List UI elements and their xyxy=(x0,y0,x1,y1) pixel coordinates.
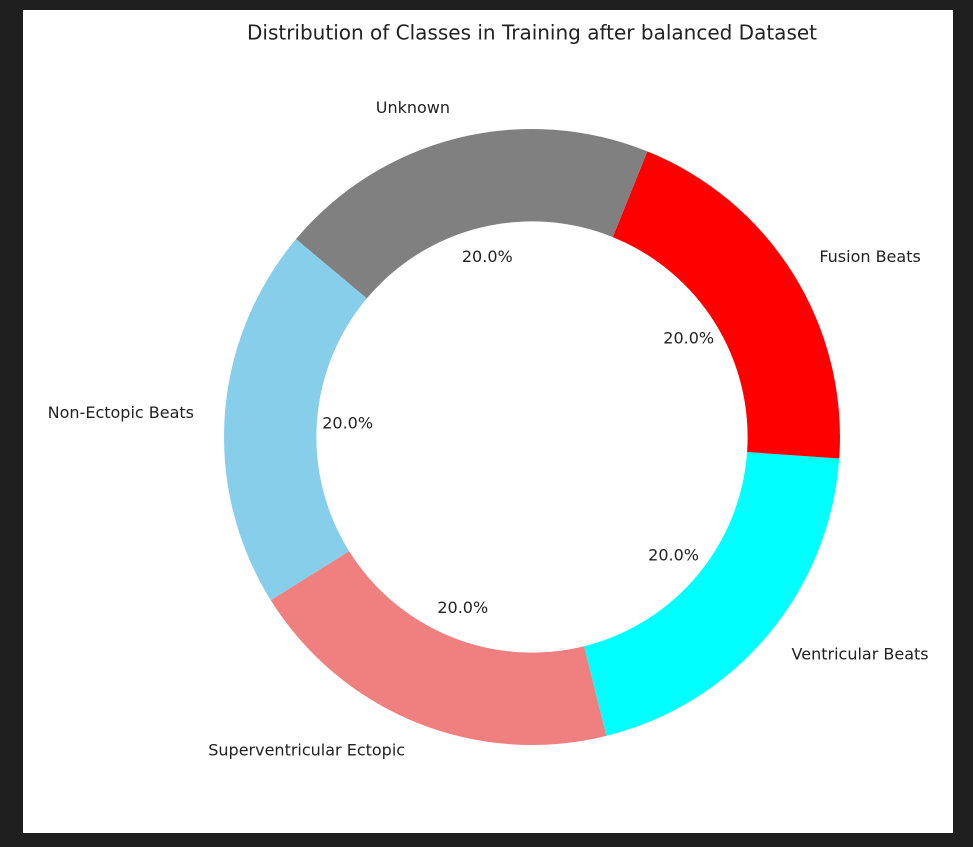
percent-label: 20.0% xyxy=(462,247,513,266)
percent-label: 20.0% xyxy=(648,545,699,564)
percent-label: 20.0% xyxy=(322,414,373,433)
percent-label: 20.0% xyxy=(437,598,488,617)
slice-label: Unknown xyxy=(376,98,450,117)
chart-title: Distribution of Classes in Training afte… xyxy=(247,21,817,45)
donut-slice xyxy=(296,128,648,299)
donut-slice xyxy=(223,239,367,601)
slice-label: Ventricular Beats xyxy=(792,644,929,663)
slice-label: Superventricular Ectopic xyxy=(208,741,405,760)
donut-slice xyxy=(584,452,840,736)
slice-label: Fusion Beats xyxy=(819,247,921,266)
donut-slice xyxy=(270,551,607,745)
slice-label: Non-Ectopic Beats xyxy=(48,403,194,422)
donut-slice xyxy=(612,151,840,459)
percent-label: 20.0% xyxy=(663,329,714,348)
